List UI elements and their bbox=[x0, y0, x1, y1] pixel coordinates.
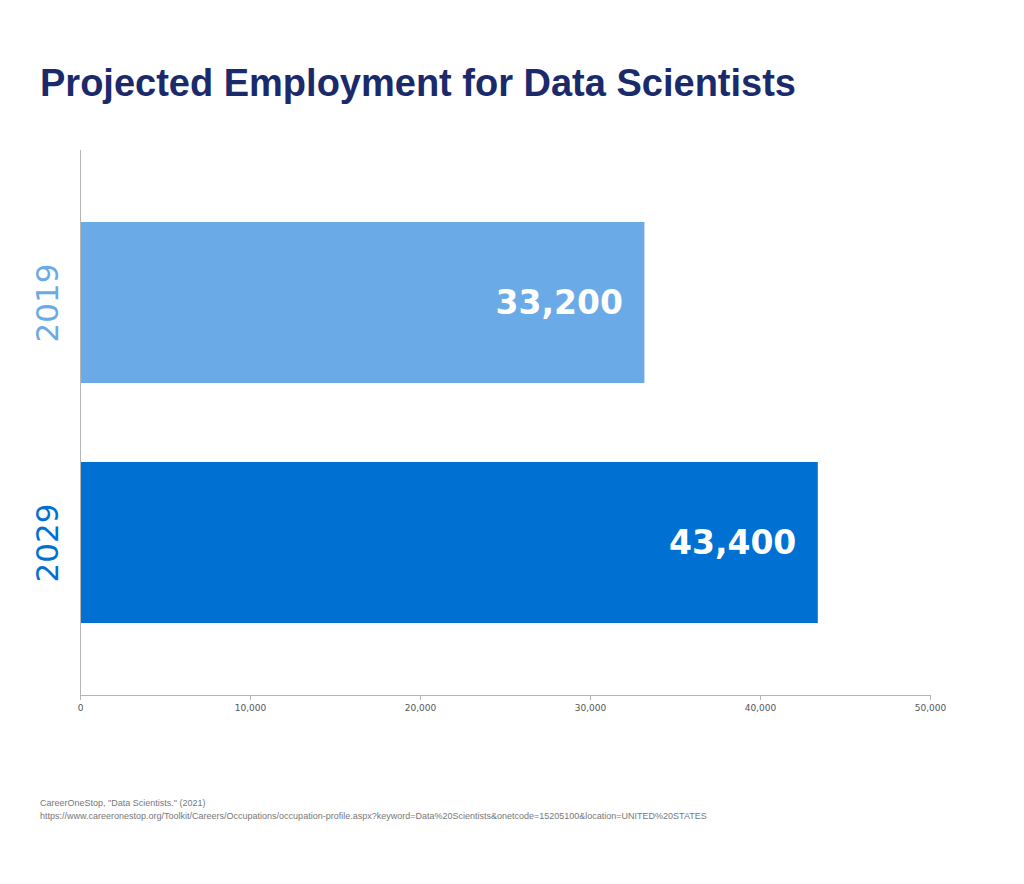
svg-text:40,000: 40,000 bbox=[745, 703, 777, 713]
svg-text:20,000: 20,000 bbox=[405, 703, 437, 713]
svg-text:30,000: 30,000 bbox=[575, 703, 607, 713]
svg-text:33,200: 33,200 bbox=[496, 283, 623, 322]
svg-text:50,000: 50,000 bbox=[915, 703, 947, 713]
svg-text:2029: 2029 bbox=[29, 504, 65, 583]
html-text:https://www.careeronestop.org/: https://www.careeronestop.org/Toolkit/Ca… bbox=[40, 811, 707, 821]
svg-text:2019: 2019 bbox=[29, 264, 65, 343]
html-text:Projected Employment for Data: Projected Employment for Data Scientists bbox=[40, 62, 796, 104]
html-text:CareerOneStop, "Data Scientist: CareerOneStop, "Data Scientists." (2021) bbox=[40, 798, 206, 808]
svg-text:0: 0 bbox=[78, 703, 84, 713]
svg-text:10,000: 10,000 bbox=[235, 703, 267, 713]
svg-text:43,400: 43,400 bbox=[669, 523, 796, 562]
